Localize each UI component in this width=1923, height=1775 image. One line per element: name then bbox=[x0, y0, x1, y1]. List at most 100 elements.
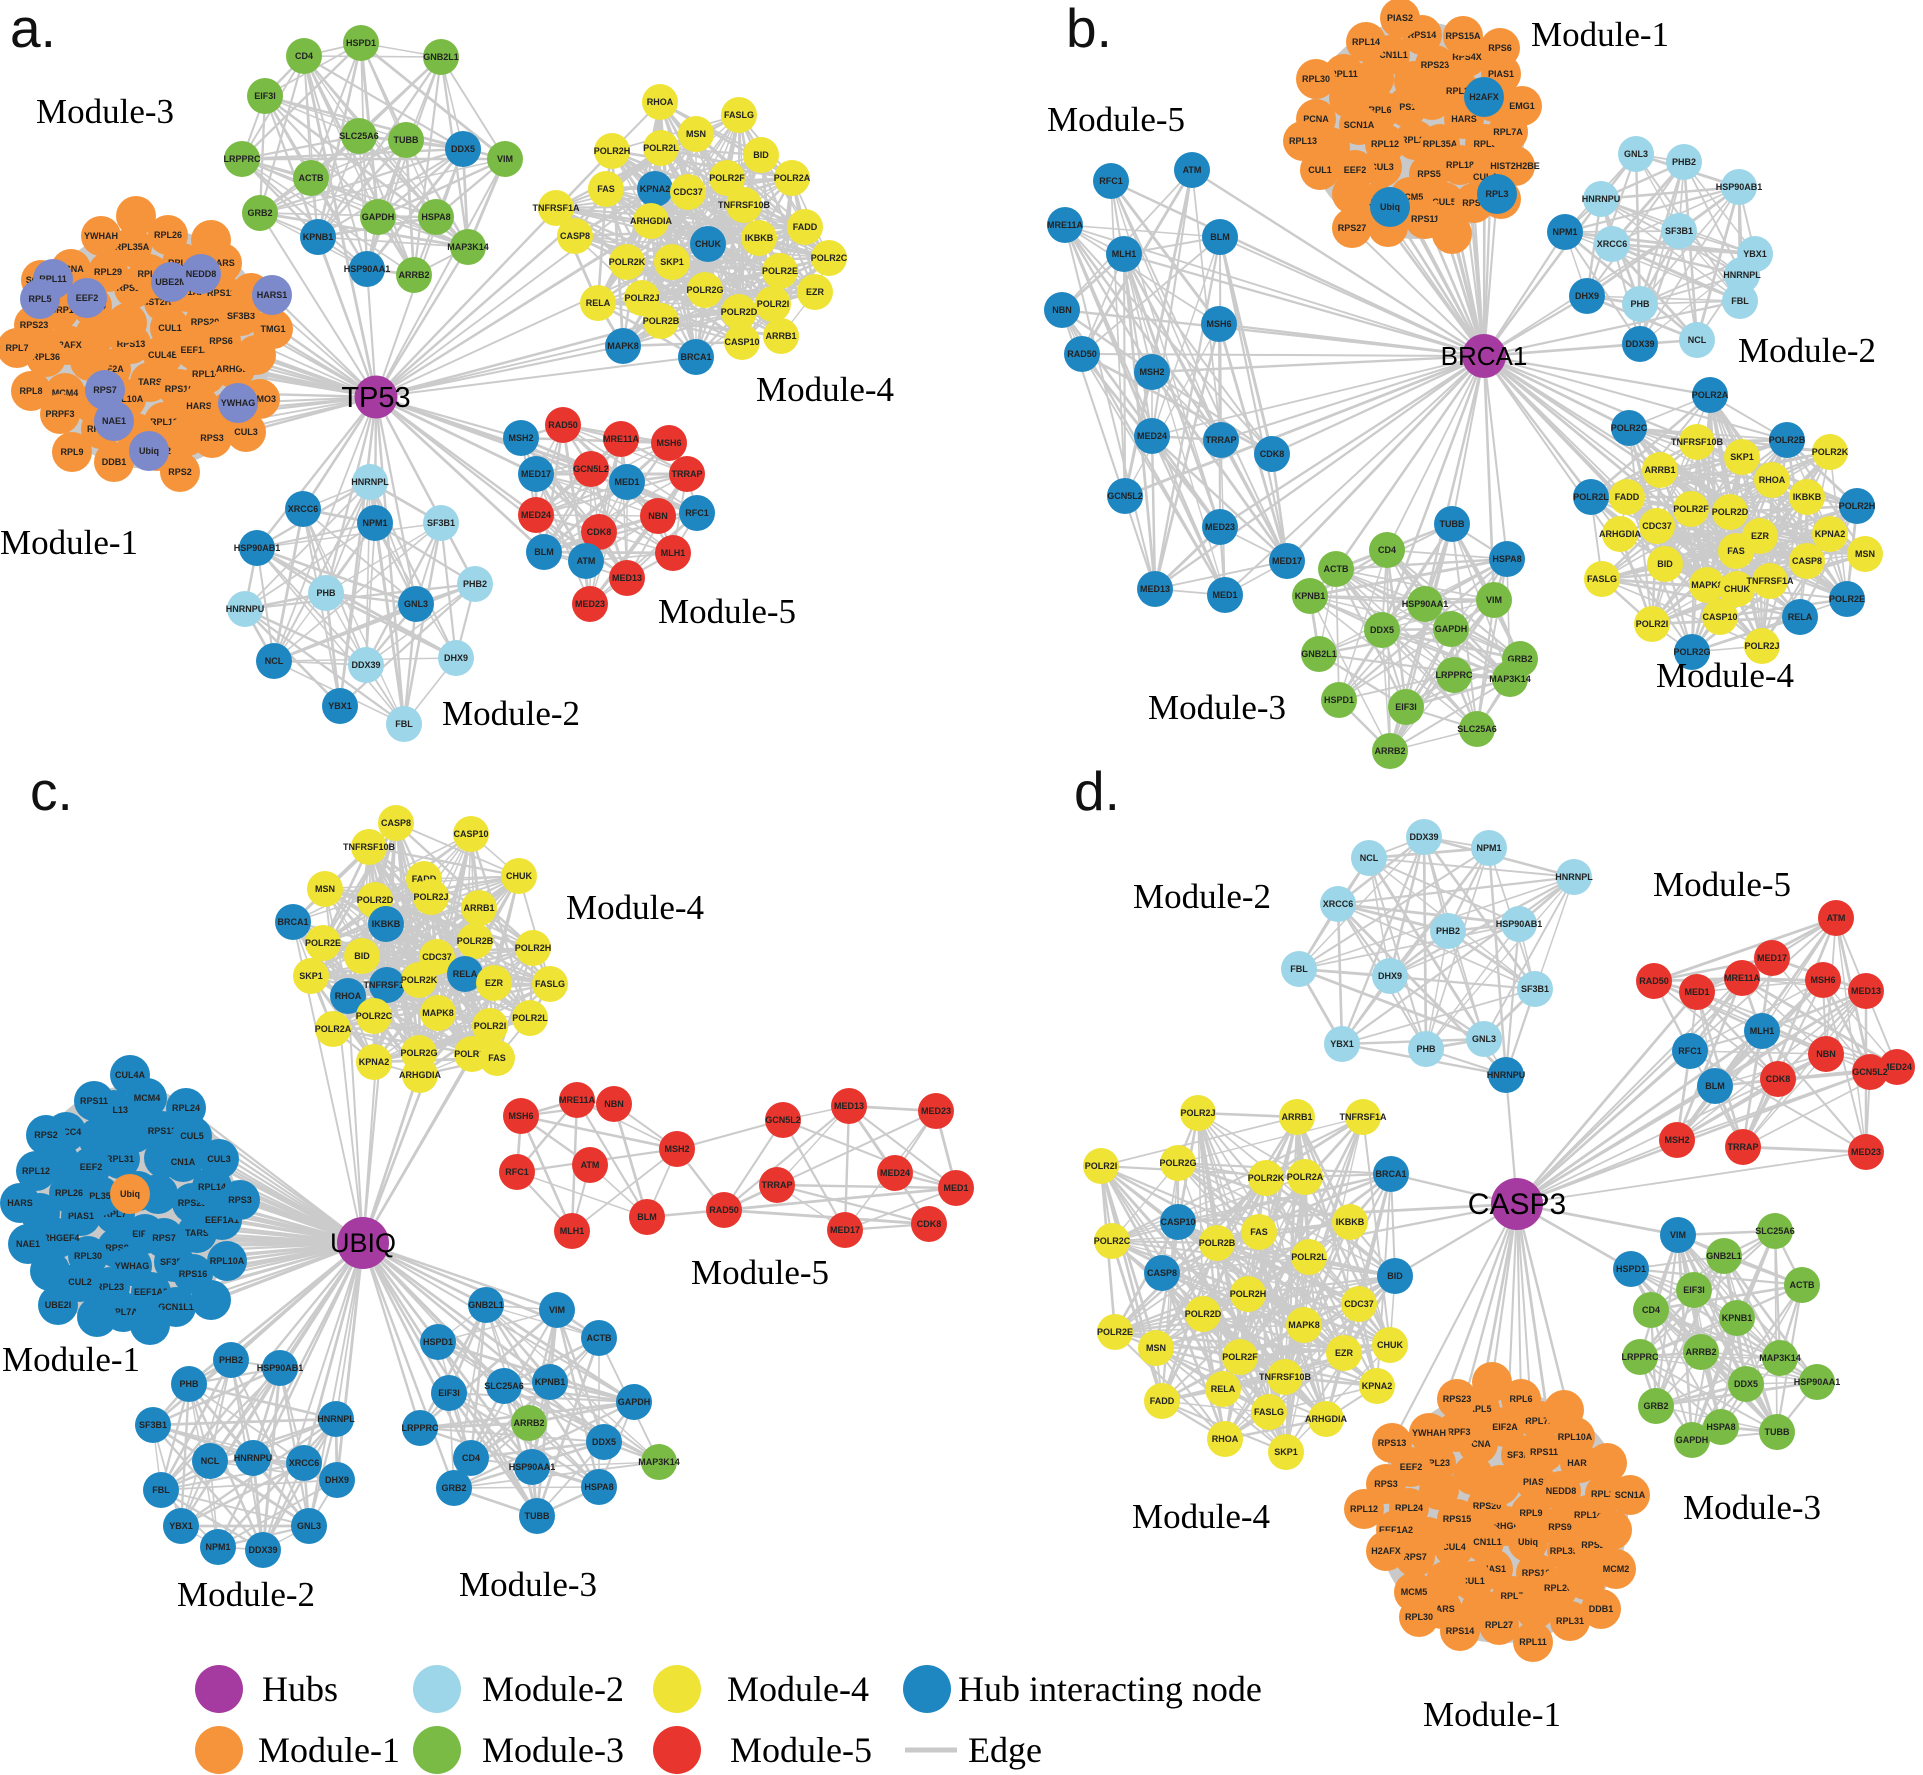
svg-text:GCN5L2: GCN5L2 bbox=[765, 1115, 801, 1125]
svg-text:RPS13: RPS13 bbox=[117, 339, 146, 349]
svg-text:RPL29: RPL29 bbox=[1591, 1489, 1619, 1499]
svg-text:CUL5: CUL5 bbox=[180, 1131, 204, 1141]
svg-text:POLR2C: POLR2C bbox=[1094, 1236, 1131, 1246]
svg-text:RPS16: RPS16 bbox=[179, 1269, 208, 1279]
svg-text:EZR: EZR bbox=[806, 287, 825, 297]
svg-text:POLR2G: POLR2G bbox=[1159, 1158, 1196, 1168]
svg-text:RPL7A: RPL7A bbox=[1525, 1416, 1555, 1426]
svg-text:RPL31: RPL31 bbox=[1556, 1616, 1584, 1626]
svg-text:RPL14: RPL14 bbox=[192, 369, 220, 379]
svg-text:MAPK8: MAPK8 bbox=[607, 341, 639, 351]
svg-text:KPNB1: KPNB1 bbox=[535, 1377, 566, 1387]
svg-text:FADD: FADD bbox=[412, 874, 437, 884]
svg-text:Module-5: Module-5 bbox=[691, 1253, 829, 1292]
svg-text:PRPF3: PRPF3 bbox=[45, 409, 74, 419]
svg-text:POLR2H: POLR2H bbox=[1839, 501, 1876, 511]
svg-text:ACTB: ACTB bbox=[587, 1333, 612, 1343]
svg-text:BLM: BLM bbox=[1705, 1081, 1725, 1091]
svg-text:RPL11: RPL11 bbox=[1519, 1637, 1547, 1647]
svg-text:CASP8: CASP8 bbox=[1792, 556, 1822, 566]
svg-text:LRPPRC: LRPPRC bbox=[1621, 1352, 1659, 1362]
svg-text:RPL26: RPL26 bbox=[1544, 1583, 1572, 1593]
svg-text:DDX5: DDX5 bbox=[592, 1437, 616, 1447]
svg-text:KPNB1: KPNB1 bbox=[303, 232, 334, 242]
svg-text:SCN1A: SCN1A bbox=[1615, 1490, 1646, 1500]
svg-text:PHB: PHB bbox=[316, 588, 336, 598]
svg-text:EEF1A2: EEF1A2 bbox=[1379, 1525, 1413, 1535]
svg-text:DDB1: DDB1 bbox=[1589, 1604, 1614, 1614]
svg-text:PIAS1: PIAS1 bbox=[68, 1211, 94, 1221]
svg-text:EEF1A: EEF1A bbox=[180, 345, 210, 355]
svg-text:Module-4: Module-4 bbox=[566, 888, 704, 927]
svg-text:SSRP1: SSRP1 bbox=[44, 305, 74, 315]
svg-text:RPL24: RPL24 bbox=[172, 1103, 200, 1113]
svg-text:MED17: MED17 bbox=[521, 469, 551, 479]
svg-text:RPL30: RPL30 bbox=[1405, 1612, 1433, 1622]
svg-text:BRCA1: BRCA1 bbox=[277, 917, 308, 927]
svg-text:HSPD1: HSPD1 bbox=[1616, 1264, 1646, 1274]
svg-text:MSH6: MSH6 bbox=[1206, 319, 1231, 329]
svg-text:RPL35A: RPL35A bbox=[1550, 1546, 1585, 1556]
svg-text:RPL30: RPL30 bbox=[1302, 74, 1330, 84]
svg-text:KARS: KARS bbox=[1429, 1604, 1455, 1614]
svg-text:FAS: FAS bbox=[1250, 1227, 1268, 1237]
svg-text:MED13: MED13 bbox=[1851, 986, 1881, 996]
svg-text:NPM1: NPM1 bbox=[1476, 843, 1501, 853]
svg-text:RELA: RELA bbox=[1788, 612, 1813, 622]
svg-text:EEF2: EEF2 bbox=[1400, 1462, 1423, 1472]
svg-text:POLR2K: POLR2K bbox=[1812, 447, 1849, 457]
svg-text:RPS2: RPS2 bbox=[1581, 1540, 1605, 1550]
svg-text:RPL14: RPL14 bbox=[1574, 1510, 1602, 1520]
svg-text:Ubiq: Ubiq bbox=[1380, 202, 1400, 212]
svg-text:ARHGEF: ARHGEF bbox=[1487, 1521, 1526, 1531]
svg-text:RPS11: RPS11 bbox=[80, 1096, 108, 1106]
svg-text:DDX39: DDX39 bbox=[1625, 339, 1654, 349]
svg-text:FASLG: FASLG bbox=[724, 110, 754, 120]
svg-text:Edge: Edge bbox=[968, 1730, 1042, 1770]
svg-text:POLR2I: POLR2I bbox=[757, 299, 790, 309]
svg-text:YWHAG: YWHAG bbox=[115, 1261, 150, 1271]
svg-text:IKBKB: IKBKB bbox=[745, 233, 774, 243]
svg-text:Hub interacting node: Hub interacting node bbox=[958, 1669, 1262, 1709]
svg-text:CUL1: CUL1 bbox=[158, 323, 182, 333]
svg-text:EEF2: EEF2 bbox=[80, 1162, 103, 1172]
svg-text:ARHGDIA: ARHGDIA bbox=[1305, 1414, 1347, 1424]
svg-text:RPS3: RPS3 bbox=[200, 433, 224, 443]
svg-text:BID: BID bbox=[1387, 1271, 1403, 1281]
svg-text:HIST2H2BE: HIST2H2BE bbox=[139, 297, 189, 307]
svg-text:RPL26: RPL26 bbox=[55, 1188, 83, 1198]
svg-text:POLR2D: POLR2D bbox=[1185, 1309, 1222, 1319]
svg-text:Module-1: Module-1 bbox=[1423, 1695, 1561, 1734]
svg-text:RPS2: RPS2 bbox=[34, 1130, 58, 1140]
svg-text:IKBKB: IKBKB bbox=[372, 919, 401, 929]
svg-text:RPL11: RPL11 bbox=[39, 274, 67, 284]
svg-text:GRB2: GRB2 bbox=[1507, 654, 1532, 664]
svg-text:MLH1: MLH1 bbox=[1112, 249, 1137, 259]
svg-text:CD4: CD4 bbox=[295, 51, 313, 61]
svg-text:MED23: MED23 bbox=[575, 599, 605, 609]
svg-text:MED13: MED13 bbox=[834, 1101, 864, 1111]
svg-text:LRPPRC: LRPPRC bbox=[1435, 670, 1473, 680]
svg-text:RFC1: RFC1 bbox=[1678, 1046, 1702, 1056]
svg-text:RAD50: RAD50 bbox=[709, 1205, 739, 1215]
svg-text:SKP1: SKP1 bbox=[1274, 1447, 1298, 1457]
svg-text:GRB2: GRB2 bbox=[441, 1483, 466, 1493]
svg-text:HNRNPL: HNRNPL bbox=[1723, 270, 1761, 280]
svg-text:PIAS2: PIAS2 bbox=[1387, 13, 1413, 23]
svg-text:EZR: EZR bbox=[485, 978, 504, 988]
svg-text:MRE11A: MRE11A bbox=[1724, 973, 1761, 983]
svg-text:HSPA8: HSPA8 bbox=[421, 212, 450, 222]
svg-text:ARRB1: ARRB1 bbox=[463, 903, 494, 913]
svg-text:RPS11: RPS11 bbox=[1530, 1447, 1558, 1457]
svg-text:POLR2I: POLR2I bbox=[474, 1021, 507, 1031]
svg-text:ARRB1: ARRB1 bbox=[765, 331, 796, 341]
svg-text:FASLG: FASLG bbox=[1587, 574, 1617, 584]
svg-text:TMG1: TMG1 bbox=[260, 324, 285, 334]
svg-text:IKBKB: IKBKB bbox=[1793, 492, 1822, 502]
svg-text:PHB2: PHB2 bbox=[463, 579, 487, 589]
svg-text:DDX5: DDX5 bbox=[451, 144, 475, 154]
svg-text:RPL10A: RPL10A bbox=[109, 394, 144, 404]
svg-text:MLH1: MLH1 bbox=[560, 1226, 585, 1236]
svg-text:MED17: MED17 bbox=[830, 1225, 860, 1235]
svg-text:DDX5: DDX5 bbox=[1370, 625, 1394, 635]
